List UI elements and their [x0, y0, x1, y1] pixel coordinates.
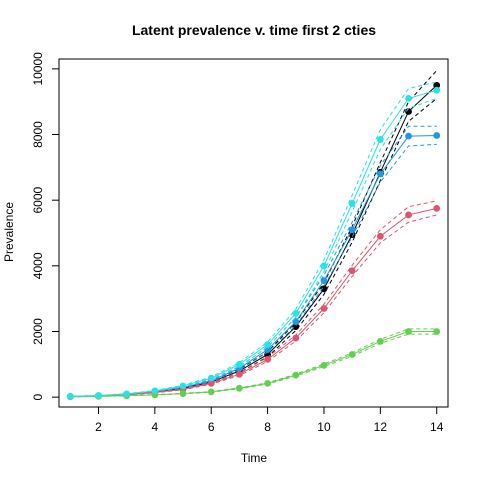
- series-5-point: [433, 86, 441, 94]
- series-5-point: [151, 387, 159, 395]
- series-1-point: [292, 323, 300, 330]
- y-tick-label: 0: [31, 393, 45, 400]
- x-tick-label: 6: [208, 420, 215, 434]
- series-5-point: [179, 382, 187, 390]
- series-2-point: [320, 277, 328, 285]
- series-3-point: [348, 267, 356, 275]
- x-tick-label: 14: [430, 420, 444, 434]
- series-3-upper-band: [70, 200, 437, 397]
- series-5-point: [292, 310, 300, 317]
- series-5: [66, 81, 441, 400]
- series-3-point: [236, 370, 243, 378]
- series-4: [66, 328, 441, 401]
- y-axis: 0 2000 4000 6000 8000 10000: [31, 52, 60, 400]
- series-5-line: [70, 89, 437, 397]
- series-5-point: [95, 392, 102, 399]
- series-4-point: [320, 361, 328, 369]
- series-5-point: [376, 136, 384, 143]
- series-5-point: [405, 94, 412, 102]
- series-4-point: [236, 384, 243, 392]
- series-2-point: [376, 170, 384, 178]
- series-5-point: [236, 360, 243, 368]
- y-tick-label: 8000: [31, 121, 45, 148]
- x-tick-label: 10: [317, 420, 331, 434]
- series-4-point: [405, 328, 412, 335]
- series-3-point: [207, 379, 215, 387]
- plot-area: [66, 70, 441, 401]
- series-1-point: [405, 108, 412, 115]
- series-3-point: [376, 232, 384, 240]
- chart-title: Latent prevalence v. time first 2 cties: [132, 22, 376, 38]
- series-4-point: [179, 390, 187, 397]
- series-3-point: [292, 334, 300, 342]
- y-tick-label: 6000: [31, 186, 45, 213]
- y-axis-label: Prevalence: [2, 202, 16, 262]
- series-3-point: [433, 204, 441, 212]
- series-1-point: [320, 285, 328, 293]
- series-5-point: [348, 200, 356, 207]
- x-tick-label: 2: [95, 420, 102, 434]
- series-5-upper-band: [70, 81, 437, 397]
- series-2-point: [348, 226, 356, 234]
- y-tick-label: 10000: [31, 52, 45, 86]
- y-tick-label: 4000: [31, 252, 45, 279]
- series-5-point: [123, 390, 131, 398]
- series-3-line: [70, 207, 437, 397]
- series-4-upper-band: [70, 328, 437, 398]
- series-4-point: [264, 379, 271, 387]
- series-4-point: [376, 337, 384, 345]
- x-axis-label: Time: [241, 451, 268, 465]
- series-5-lower-band: [70, 97, 437, 397]
- series-5-point: [320, 262, 328, 270]
- x-axis: 2 4 6 8 10 12 14: [95, 406, 444, 434]
- y-tick-label: 2000: [31, 318, 45, 345]
- series-3-point: [264, 355, 271, 363]
- series-4-point: [292, 371, 300, 379]
- series-4-point: [348, 351, 356, 358]
- series-3-point: [405, 211, 412, 219]
- series-4-point: [207, 388, 215, 396]
- series-2-point: [292, 318, 300, 326]
- series-3-lower-band: [70, 214, 437, 398]
- series-4-line: [70, 330, 437, 398]
- x-tick-label: 8: [264, 420, 271, 434]
- series-5-point: [207, 374, 215, 382]
- series-4-point: [433, 328, 441, 335]
- series-5-point: [66, 392, 74, 400]
- series-2-point: [433, 132, 441, 139]
- series-3-point: [320, 305, 328, 312]
- series-1-point: [433, 81, 441, 89]
- series-5-point: [264, 341, 271, 349]
- x-tick-label: 12: [374, 420, 388, 434]
- series-2-lower-band: [70, 143, 437, 398]
- series-2-point: [405, 132, 412, 140]
- series-4-lower-band: [70, 333, 437, 398]
- x-tick-label: 4: [151, 420, 158, 434]
